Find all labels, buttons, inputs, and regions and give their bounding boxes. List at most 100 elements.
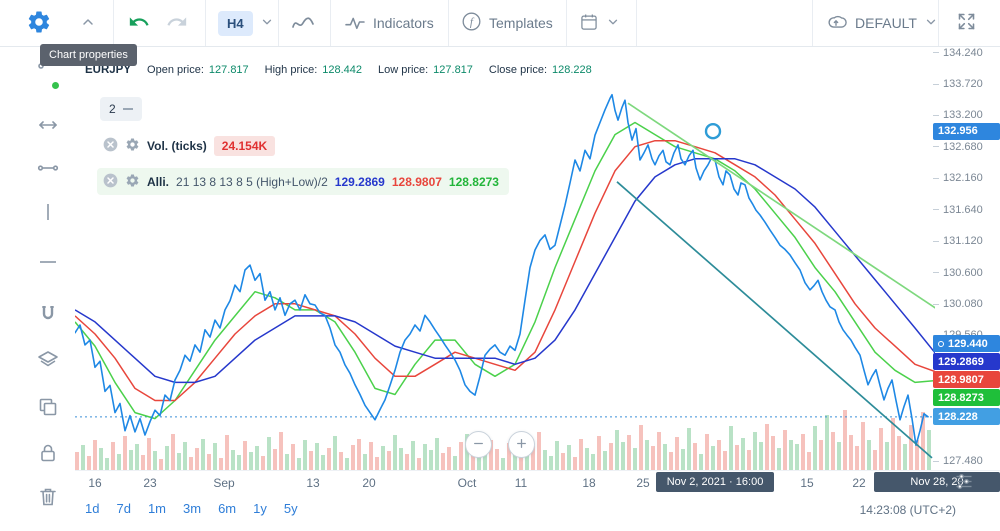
extended-line-tool-button[interactable] [34,111,62,139]
volume-bar [597,436,601,470]
collapse-toolbar-button[interactable] [80,0,96,46]
layout-selector[interactable]: DEFAULT [824,0,938,46]
time-axis[interactable]: 16 23 Sep 13 20 Oct 11 18 25 15 22 Nov 2, 2021 · 16… [75,470,1000,493]
chart-properties-tooltip: Chart properties [40,44,137,66]
price-axis-label: 130.600 [933,267,983,279]
volume-bar [531,446,535,470]
indicators-button[interactable]: Indicators [344,0,434,46]
volume-bar [801,434,805,470]
circle-marker-drawing[interactable] [704,122,722,140]
range-button-6m[interactable]: 6m [218,501,237,516]
layout-label: DEFAULT [855,15,917,31]
volume-settings-button[interactable] [125,137,140,155]
volume-bar [201,439,205,470]
volume-bar [225,435,229,470]
range-button-1m[interactable]: 1m [147,501,166,516]
volume-bar [483,455,487,470]
chart-properties-button[interactable] [26,0,52,46]
volume-bar [855,446,859,470]
zoom-out-button[interactable] [465,431,492,458]
range-button-1y[interactable]: 1y [253,501,267,516]
remove-alligator-button[interactable] [103,173,118,191]
price-badge: 128.9807 [933,371,1000,389]
volume-bar [603,451,607,470]
volume-bar [375,457,379,470]
volume-bar [207,454,211,470]
alligator-indicator-name: Alli. [147,174,170,189]
volume-indicator-row: Vol. (ticks) 24.154K [97,132,286,159]
range-button-1d[interactable]: 1d [85,501,100,516]
trendline-drawing[interactable] [616,181,933,459]
remove-volume-button[interactable] [103,137,118,155]
volume-bar [681,449,685,470]
zoom-in-button[interactable] [508,431,535,458]
volume-bar [501,458,505,470]
magnet-tool-button[interactable] [34,301,62,329]
ohlc-legend: EURJPY Open price: 127.817 High price: 128… [85,64,592,76]
vertical-line-tool-button[interactable] [34,198,62,226]
indicators-icon [344,13,366,34]
range-button-3m[interactable]: 3m [183,501,202,516]
volume-bar [315,443,319,470]
axis-settings-button[interactable] [954,473,974,493]
time-axis-label: 16 [88,476,102,490]
volume-bar [903,444,907,470]
volume-bar [705,434,709,470]
chart-type-button[interactable] [291,0,315,46]
alligator-jaw-line [75,158,935,384]
trendline-drawing[interactable] [627,102,935,343]
range-button-7d[interactable]: 7d [116,501,131,516]
line-segment-tool-button[interactable] [34,154,62,182]
volume-bar [699,454,703,470]
duplicate-tool-button[interactable] [34,393,62,421]
collapse-indicator-icon[interactable] [122,108,133,110]
volume-bar [237,455,241,470]
volume-bar [261,456,265,470]
price-axis[interactable]: 134.240 133.720 133.200 132.680 132.160 131.6… [933,47,1000,470]
range-button-5y[interactable]: 5y [283,501,298,516]
volume-bar [825,415,829,470]
volume-bar [297,458,301,470]
volume-bar [411,441,415,470]
price-axis-label: 134.240 [933,47,983,59]
alligator-settings-button[interactable] [125,173,140,191]
calendar-button[interactable] [579,0,620,46]
volume-bar [123,436,127,470]
lock-tool-button[interactable] [34,439,62,467]
undo-button[interactable] [128,0,150,46]
horizontal-line-tool-button[interactable] [34,248,62,276]
toolbar-separator [566,0,567,46]
candle-countdown-chip[interactable]: 2 [100,97,142,121]
volume-bar [753,432,757,470]
redo-button[interactable] [166,0,188,46]
volume-bar [609,443,613,470]
timeframe-selector[interactable]: H4 [218,0,274,46]
volume-bar [615,430,619,470]
price-axis-label: 130.080 [933,298,983,310]
volume-bar [927,430,931,470]
time-axis-badge: Nov 2, 2021 · 16:00 [656,472,774,492]
sliders-icon [954,473,974,493]
volume-bar [693,443,697,470]
alligator-teeth-line [75,139,935,402]
volume-bar [507,443,511,470]
volume-bar [645,440,649,470]
templates-button[interactable]: f Templates [461,0,553,46]
delete-drawings-button[interactable] [34,483,62,511]
volume-bar [183,442,187,470]
time-axis-label: 18 [582,476,596,490]
volume-bar [405,454,409,470]
volume-bar [591,454,595,470]
timeframe-chip: H4 [218,10,253,36]
layers-tool-button[interactable] [34,346,62,374]
volume-bar [879,428,883,470]
price-chart[interactable] [75,47,935,470]
volume-bar [189,457,193,470]
volume-bar [555,441,559,470]
toolbar-separator [205,0,206,46]
volume-bar [777,448,781,470]
fullscreen-button[interactable] [956,0,977,46]
volume-bar [81,445,85,470]
time-axis-label: 13 [306,476,320,490]
volume-bar [249,452,253,470]
